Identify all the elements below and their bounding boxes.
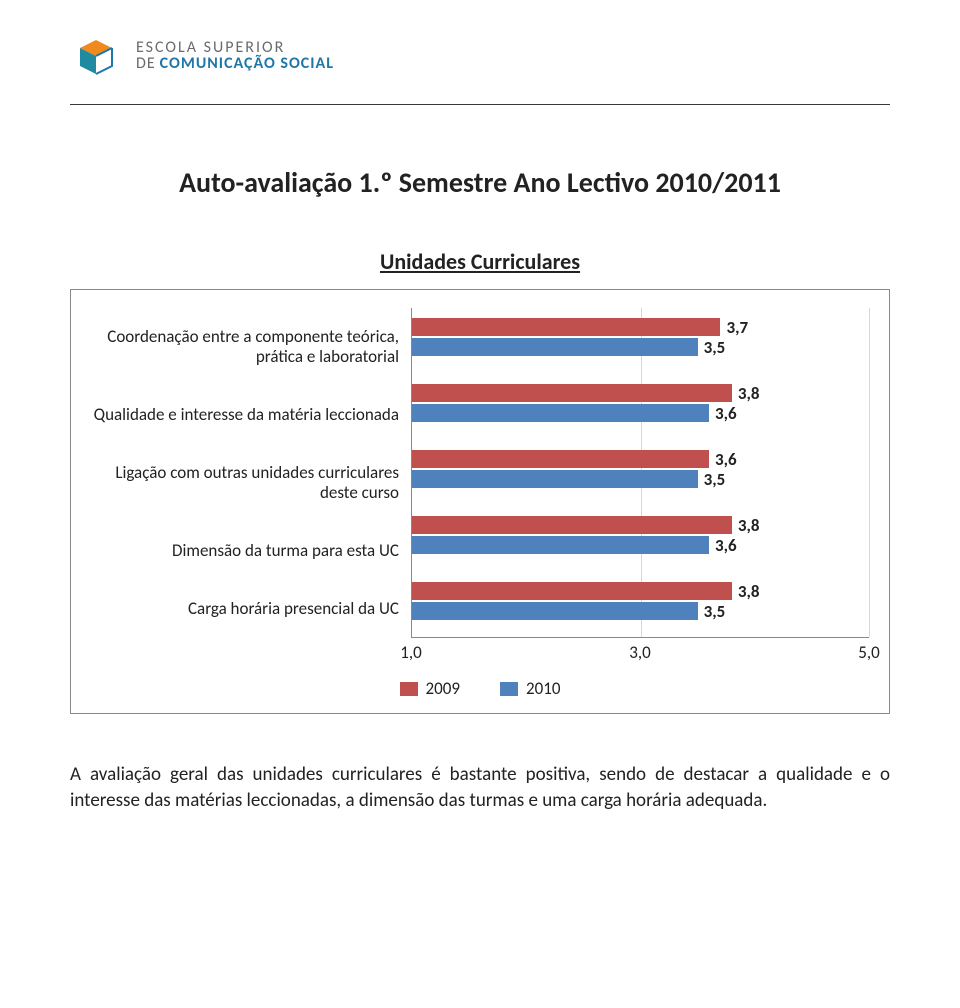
x-spacer — [91, 642, 411, 664]
y-axis-labels: Coordenação entre a componente teórica, … — [91, 308, 411, 638]
category-label: Qualidade e interesse da matéria leccion… — [91, 405, 411, 425]
legend-label-2009: 2009 — [426, 678, 460, 699]
chart-title: Unidades Curriculares — [70, 248, 890, 275]
x-tick-label: 1,0 — [400, 642, 421, 663]
bar-2010 — [412, 470, 698, 488]
grid-line — [869, 308, 870, 637]
logo-mark — [70, 30, 122, 82]
category-label: Coordenação entre a componente teórica, … — [91, 327, 411, 366]
bar-value-label: 3,8 — [738, 581, 760, 602]
logo-line2: DECOMUNICAÇÃO SOCIAL — [136, 56, 334, 72]
bar-group: 3,83,6 — [412, 516, 869, 554]
bar-group: 3,63,5 — [412, 450, 869, 488]
page: ESCOLA SUPERIOR DECOMUNICAÇÃO SOCIAL Aut… — [0, 0, 960, 813]
bar-group: 3,83,6 — [412, 384, 869, 422]
x-tick-label: 3,0 — [629, 642, 650, 663]
legend-label-2010: 2010 — [526, 678, 560, 699]
header-rule — [70, 104, 890, 105]
chart-body: Coordenação entre a componente teórica, … — [91, 308, 869, 638]
legend: 2009 2010 — [91, 678, 869, 699]
bar-group: 3,8 3,5 — [412, 582, 869, 620]
logo-line2-de: DE — [136, 54, 156, 73]
bar-2010 — [412, 602, 698, 620]
bar-value-label: 3,6 — [715, 535, 737, 556]
plot-area: 3,73,53,83,63,63,53,83,63,83,5 — [411, 308, 869, 638]
bar-2009 — [412, 450, 709, 468]
logo: ESCOLA SUPERIOR DECOMUNICAÇÃO SOCIAL — [70, 30, 890, 82]
legend-item-2009: 2009 — [400, 678, 460, 699]
x-tick-label: 5,0 — [858, 642, 879, 663]
x-axis: 1,03,05,0 — [91, 642, 869, 664]
bar-value-label: 3,6 — [715, 403, 737, 424]
bar-2009 — [412, 516, 732, 534]
page-title: Auto-avaliação 1.º Semestre Ano Lectivo … — [70, 165, 890, 200]
x-ticks: 1,03,05,0 — [411, 642, 869, 664]
logo-line2-rest: COMUNICAÇÃO SOCIAL — [160, 54, 334, 73]
bar-value-label: 3,7 — [726, 317, 748, 338]
bar-value-label: 3,5 — [704, 601, 726, 622]
legend-item-2010: 2010 — [500, 678, 560, 699]
logo-text: ESCOLA SUPERIOR DECOMUNICAÇÃO SOCIAL — [136, 40, 334, 72]
legend-swatch-2009 — [400, 682, 418, 696]
bar-value-label: 3,8 — [738, 515, 760, 536]
category-label: Dimensão da turma para esta UC — [91, 541, 411, 561]
bar-value-label: 3,5 — [704, 469, 726, 490]
body-text: A avaliação geral das unidades curricula… — [70, 762, 890, 813]
legend-swatch-2010 — [500, 682, 518, 696]
bar-value-label: 3,5 — [704, 337, 726, 358]
bar-value-label: 3,6 — [715, 449, 737, 470]
bar-value-label: 3,8 — [738, 383, 760, 404]
bar-2010 — [412, 404, 709, 422]
cube-icon — [70, 30, 122, 82]
category-label: Carga horária presencial da UC — [91, 599, 411, 619]
bar-2009 — [412, 582, 732, 600]
bar-group: 3,73,5 — [412, 318, 869, 356]
bar-2009 — [412, 384, 732, 402]
bar-2009 — [412, 318, 720, 336]
category-label: Ligação com outras unidades curriculares… — [91, 463, 411, 502]
bar-2010 — [412, 338, 698, 356]
bar-2010 — [412, 536, 709, 554]
chart-box: Coordenação entre a componente teórica, … — [70, 289, 890, 714]
